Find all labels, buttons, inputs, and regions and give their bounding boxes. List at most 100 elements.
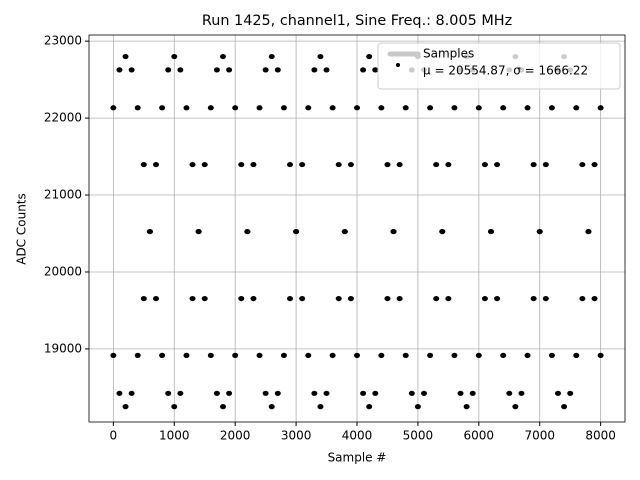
data-point: [213, 390, 220, 396]
data-point: [183, 105, 190, 111]
data-point: [299, 295, 306, 302]
data-point: [384, 295, 391, 302]
data-point: [128, 67, 135, 73]
data-point: [220, 404, 226, 410]
data-point: [110, 105, 117, 111]
data-point: [433, 161, 440, 168]
data-point: [140, 161, 147, 168]
data-point: [366, 53, 373, 60]
data-point: [256, 105, 263, 111]
data-point: [591, 295, 598, 302]
y-tick-label: 22000: [44, 111, 82, 125]
y-tick-label: 19000: [44, 341, 82, 355]
data-point: [116, 390, 123, 396]
data-point: [372, 67, 379, 73]
y-tick-label: 23000: [44, 34, 82, 48]
data-point: [402, 352, 409, 358]
data-point: [530, 161, 537, 168]
data-point: [500, 352, 507, 358]
data-point: [390, 228, 397, 235]
data-point: [329, 352, 336, 358]
data-point: [268, 53, 275, 60]
data-point: [402, 105, 409, 111]
data-point: [536, 228, 543, 235]
data-point: [481, 161, 488, 168]
data-point: [354, 352, 360, 358]
data-point: [171, 53, 178, 60]
data-point: [122, 53, 129, 60]
data-point: [317, 53, 324, 60]
data-point: [244, 228, 251, 235]
x-tick-label: 1000: [159, 429, 190, 443]
data-point: [153, 161, 159, 168]
data-point: [408, 390, 415, 396]
data-point: [226, 390, 233, 396]
data-point: [347, 161, 354, 168]
data-point: [347, 295, 354, 302]
data-point: [226, 67, 233, 73]
data-point: [287, 295, 293, 302]
data-point: [524, 352, 531, 358]
data-point: [262, 67, 269, 73]
data-point: [195, 228, 202, 235]
data-point: [177, 67, 184, 73]
data-point: [207, 352, 214, 358]
data-point: [372, 390, 379, 396]
y-tick-label: 20000: [44, 264, 82, 278]
data-point: [134, 352, 141, 358]
data-point: [488, 228, 494, 235]
data-point: [481, 295, 488, 302]
data-point: [256, 352, 263, 358]
data-point: [573, 105, 580, 111]
data-point: [299, 161, 306, 168]
data-point: [128, 390, 135, 396]
data-point: [280, 352, 287, 358]
data-point: [542, 161, 549, 168]
data-point: [378, 105, 385, 111]
data-point: [189, 161, 196, 168]
data-point: [548, 105, 555, 111]
data-point: [140, 295, 147, 302]
data-point: [335, 295, 342, 302]
data-point: [201, 161, 208, 168]
data-point: [274, 67, 281, 73]
data-point: [469, 390, 476, 396]
data-point: [548, 352, 555, 358]
data-point: [427, 105, 434, 111]
data-point: [183, 352, 190, 358]
data-point: [591, 161, 598, 168]
data-point: [323, 390, 330, 396]
data-point: [280, 105, 287, 111]
data-point: [494, 161, 501, 168]
data-point: [475, 352, 482, 358]
data-point: [116, 67, 123, 73]
data-point: [329, 105, 336, 111]
data-point: [421, 390, 427, 396]
data-point: [396, 295, 403, 302]
data-point: [268, 404, 275, 410]
x-axis-label: Sample #: [328, 451, 387, 465]
data-point: [360, 67, 367, 73]
x-tick-label: 4000: [342, 429, 373, 443]
legend-box: [377, 42, 621, 90]
data-point: [439, 228, 446, 235]
x-tick-label: 7000: [524, 429, 555, 443]
data-point: [597, 352, 604, 358]
data-point: [207, 105, 214, 111]
data-point: [457, 390, 464, 396]
x-tick-label: 6000: [464, 429, 495, 443]
data-point: [171, 404, 178, 410]
data-point: [354, 105, 360, 111]
data-point: [177, 390, 184, 396]
data-point: [524, 105, 531, 111]
data-point: [220, 53, 226, 60]
data-point: [110, 352, 117, 358]
data-point: [341, 228, 348, 235]
data-point: [165, 390, 172, 396]
data-point: [378, 352, 385, 358]
data-point: [305, 352, 312, 358]
data-point: [414, 404, 421, 410]
data-point: [323, 67, 330, 73]
data-point: [262, 390, 269, 396]
data-point: [433, 295, 440, 302]
